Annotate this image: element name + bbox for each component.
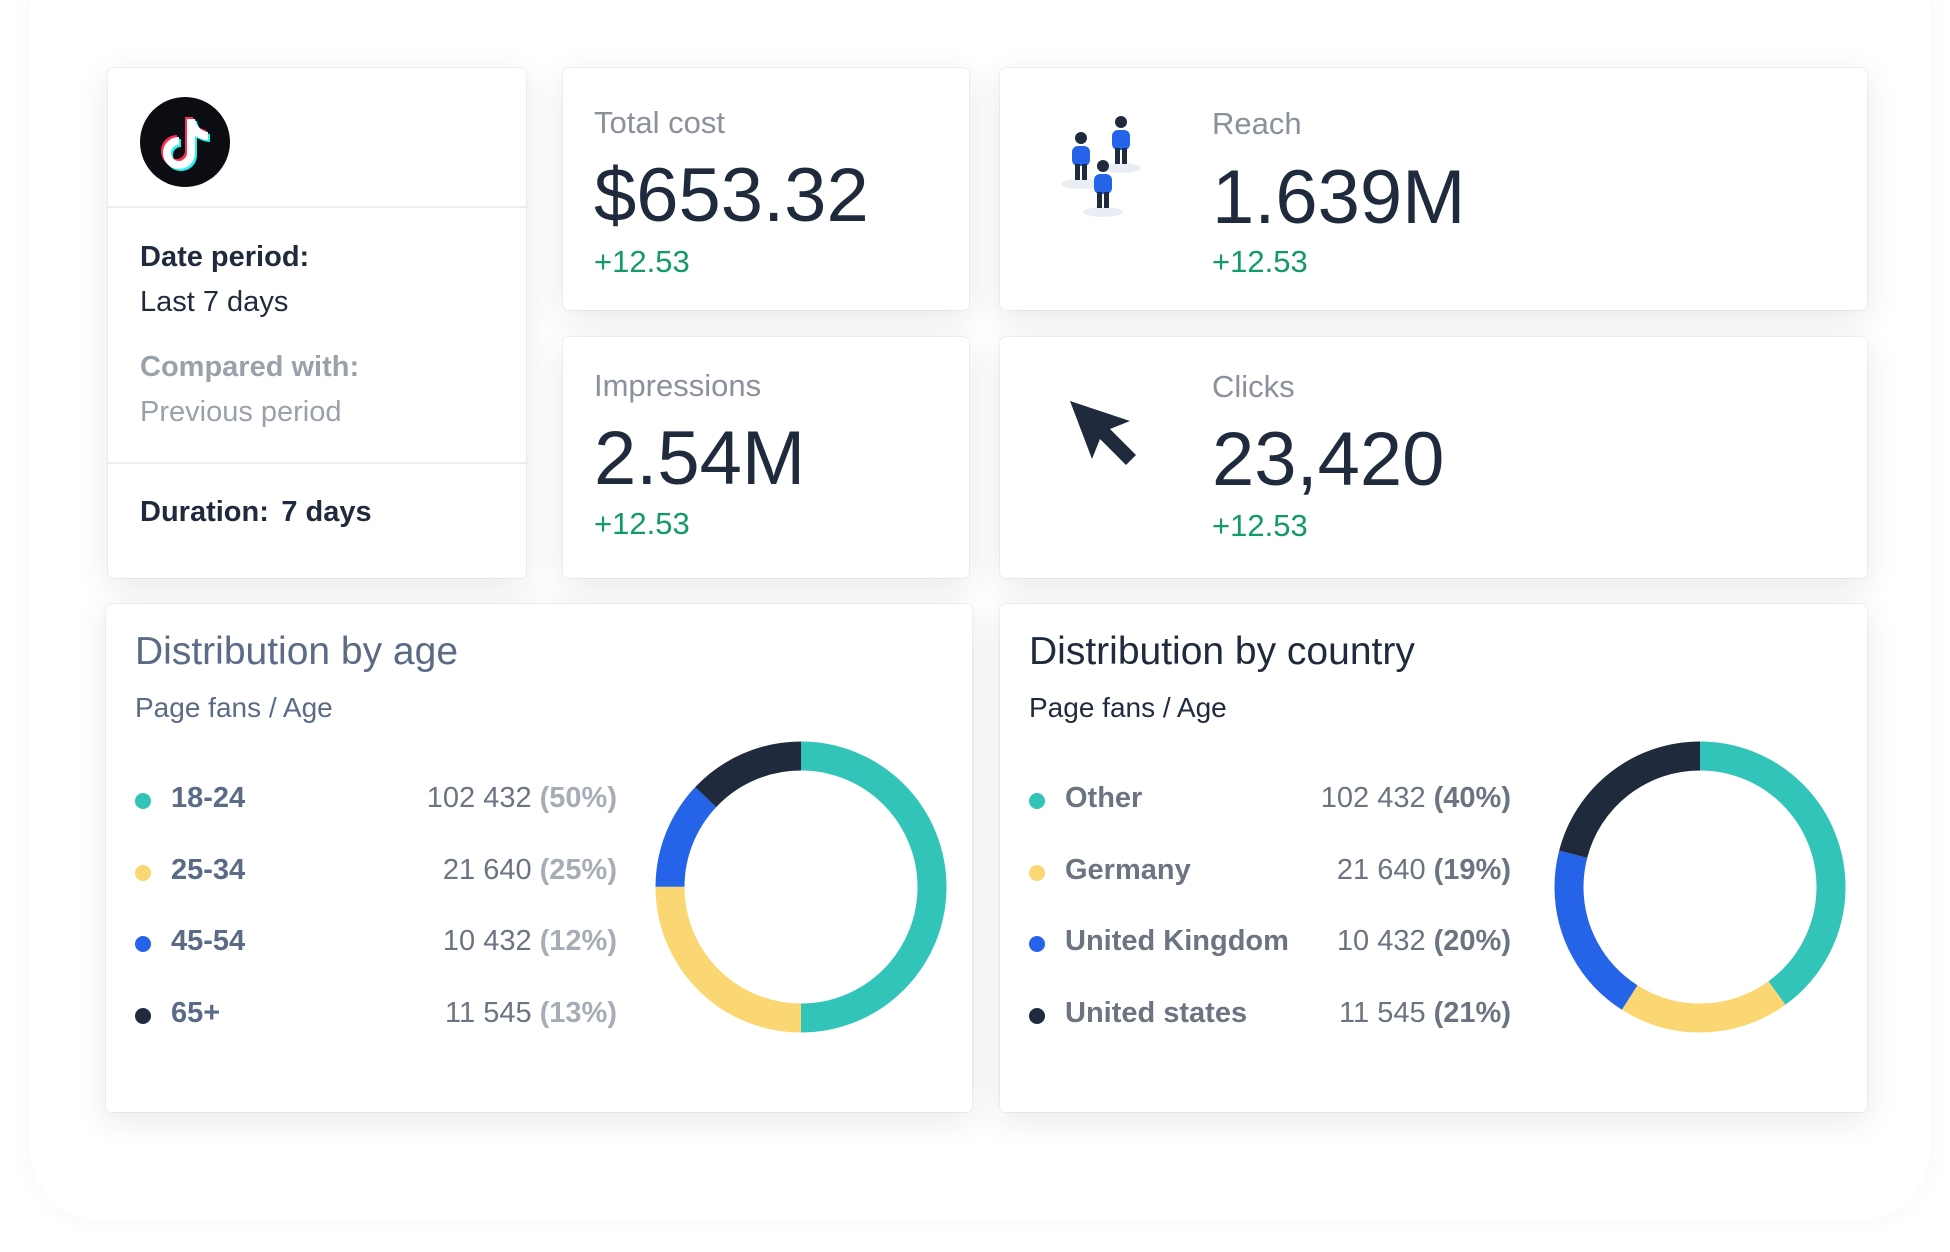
legend-label: 25-34	[171, 854, 246, 886]
legend-label: 45-54	[171, 925, 246, 957]
legend-value: 102 432 (50%)	[427, 782, 617, 815]
date-period-label: Date period:	[140, 241, 310, 273]
legend-value: 10 432 (20%)	[1337, 925, 1511, 958]
clicks-value: 23,420	[1212, 417, 1445, 502]
donut-slice-65-	[655, 741, 947, 1033]
legend-row: United states 11 545 (21%)	[1029, 997, 1511, 1037]
total-cost-delta: +12.53	[594, 244, 690, 279]
legend-value: 11 545 (13%)	[445, 997, 617, 1030]
legend-value: 21 640 (19%)	[1337, 854, 1511, 887]
date-period-value: Last 7 days	[140, 286, 289, 318]
legend-count: 102 432	[426, 782, 532, 814]
country-distribution-title: Distribution by country	[1029, 630, 1415, 673]
legend-label: United states	[1065, 997, 1248, 1029]
logo-area	[108, 68, 526, 208]
legend-count: 10 432	[442, 925, 532, 957]
legend-dot	[135, 1008, 151, 1024]
reach-value: 1.639M	[1212, 155, 1466, 240]
impressions-title: Impressions	[594, 368, 762, 403]
date-section: Date period: Last 7 days Compared with: …	[108, 208, 526, 464]
legend-label: 18-24	[171, 782, 246, 814]
legend-label: 65+	[171, 997, 221, 1029]
tiktok-logo-icon	[140, 97, 230, 187]
legend-row: Other 102 432 (40%)	[1029, 782, 1511, 822]
legend-dot	[135, 865, 151, 881]
report-info-card: Date period: Last 7 days Compared with: …	[108, 68, 526, 578]
legend-dot	[1029, 936, 1045, 952]
legend-value: 10 432 (12%)	[443, 925, 617, 958]
legend-count: 11 545	[445, 997, 532, 1029]
legend-label: Germany	[1065, 854, 1191, 886]
cursor-arrow-icon	[1068, 399, 1140, 471]
legend-percent: (13%)	[539, 997, 617, 1029]
legend-count: 10 432	[1336, 925, 1426, 957]
legend-dot	[1029, 865, 1045, 881]
duration-value: 7 days	[281, 496, 372, 528]
country-distribution-subtitle: Page fans / Age	[1029, 692, 1227, 723]
donut-slice-united-states	[1554, 741, 1846, 1033]
legend-value: 102 432 (40%)	[1321, 782, 1511, 815]
legend-dot	[135, 936, 151, 952]
compared-with-label: Compared with:	[140, 351, 360, 383]
reach-title: Reach	[1212, 106, 1302, 141]
legend-percent: (20%)	[1433, 925, 1511, 957]
total-cost-title: Total cost	[594, 105, 725, 140]
impressions-delta: +12.53	[594, 506, 690, 541]
legend-row: Germany 21 640 (19%)	[1029, 854, 1511, 894]
legend-row: 18-24 102 432 (50%)	[135, 782, 617, 822]
legend-row: United Kingdom 10 432 (20%)	[1029, 925, 1511, 965]
legend-label: Other	[1065, 782, 1143, 814]
legend-percent: (25%)	[539, 854, 617, 886]
reach-card: Reach 1.639M +12.53	[1000, 68, 1867, 310]
age-distribution-card: Distribution by age Page fans / Age 18-2…	[106, 604, 972, 1112]
legend-value: 21 640 (25%)	[443, 854, 617, 887]
legend-count: 21 640	[1336, 854, 1426, 886]
legend-dot	[1029, 793, 1045, 809]
age-distribution-subtitle: Page fans / Age	[135, 692, 333, 723]
legend-percent: (50%)	[539, 782, 617, 814]
legend-row: 25-34 21 640 (25%)	[135, 854, 617, 894]
donut-slice-25-34	[655, 741, 947, 1033]
legend-percent: (12%)	[539, 925, 617, 957]
compared-with-value: Previous period	[140, 396, 342, 428]
clicks-title: Clicks	[1212, 369, 1295, 404]
total-cost-value: $653.32	[594, 153, 869, 238]
legend-count: 21 640	[442, 854, 532, 886]
legend-percent: (21%)	[1433, 997, 1511, 1029]
age-donut-chart	[655, 741, 947, 1033]
duration-section: Duration: 7 days	[108, 464, 526, 529]
legend-row: 65+ 11 545 (13%)	[135, 997, 617, 1037]
donut-slice-united-kingdom	[1554, 741, 1846, 1033]
legend-label: United Kingdom	[1065, 925, 1289, 957]
age-distribution-title: Distribution by age	[135, 630, 459, 673]
legend-value: 11 545 (21%)	[1339, 997, 1511, 1030]
donut-slice-germany	[1554, 741, 1846, 1033]
legend-percent: (19%)	[1433, 854, 1511, 886]
clicks-delta: +12.53	[1212, 508, 1308, 543]
impressions-card: Impressions 2.54M +12.53	[563, 337, 969, 578]
impressions-value: 2.54M	[594, 416, 806, 501]
country-distribution-card: Distribution by country Page fans / Age …	[1000, 604, 1867, 1112]
legend-row: 45-54 10 432 (12%)	[135, 925, 617, 965]
legend-percent: (40%)	[1433, 782, 1511, 814]
legend-dot	[1029, 1008, 1045, 1024]
legend-dot	[135, 793, 151, 809]
people-group-icon	[1058, 114, 1148, 224]
legend-count: 102 432	[1320, 782, 1426, 814]
duration-label: Duration:	[140, 496, 269, 528]
country-donut-chart	[1554, 741, 1846, 1033]
legend-count: 11 545	[1339, 997, 1426, 1029]
total-cost-card: Total cost $653.32 +12.53	[563, 68, 969, 310]
clicks-card: Clicks 23,420 +12.53	[1000, 337, 1867, 578]
reach-delta: +12.53	[1212, 244, 1308, 279]
